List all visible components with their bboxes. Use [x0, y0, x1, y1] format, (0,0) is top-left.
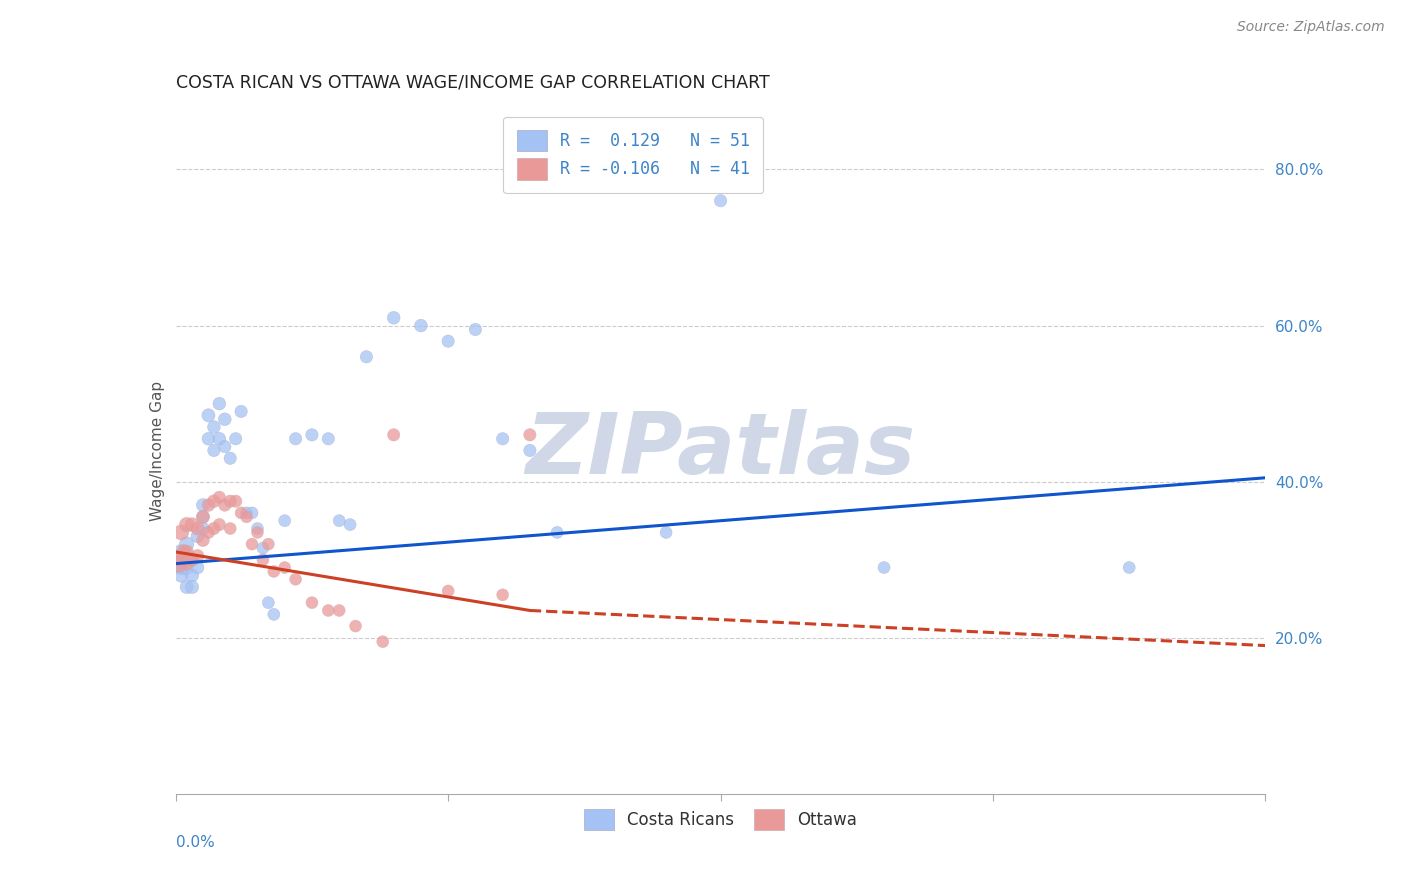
Point: [191, 498, 214, 512]
Point: [173, 545, 195, 559]
Point: [202, 443, 225, 458]
Point: [202, 494, 225, 508]
Point: [176, 537, 198, 551]
Point: [191, 509, 214, 524]
Point: [170, 552, 193, 567]
Point: [170, 568, 193, 582]
Point: [371, 634, 394, 648]
Point: [263, 607, 285, 622]
Point: [186, 549, 209, 563]
Point: [240, 537, 263, 551]
Point: [710, 194, 733, 208]
Point: [191, 509, 214, 524]
Point: [181, 552, 204, 567]
Text: Source: ZipAtlas.com: Source: ZipAtlas.com: [1237, 20, 1385, 34]
Point: [284, 432, 307, 446]
Point: [219, 494, 242, 508]
Point: [214, 498, 236, 512]
Point: [257, 537, 280, 551]
Point: [225, 494, 247, 508]
Point: [301, 427, 323, 442]
Point: [214, 440, 236, 454]
Point: [170, 525, 193, 540]
Point: [208, 517, 231, 532]
Point: [301, 596, 323, 610]
Point: [176, 545, 198, 559]
Point: [167, 557, 190, 571]
Point: [492, 432, 515, 446]
Point: [219, 521, 242, 535]
Y-axis label: Wage/Income Gap: Wage/Income Gap: [149, 380, 165, 521]
Point: [382, 427, 405, 442]
Point: [492, 588, 515, 602]
Point: [263, 565, 285, 579]
Point: [197, 525, 219, 540]
Point: [257, 596, 280, 610]
Point: [208, 490, 231, 504]
Point: [464, 322, 486, 336]
Point: [231, 506, 253, 520]
Point: [208, 396, 231, 410]
Point: [409, 318, 432, 333]
Point: [181, 580, 204, 594]
Point: [197, 409, 219, 423]
Point: [246, 525, 269, 540]
Point: [382, 310, 405, 325]
Point: [318, 432, 340, 446]
Point: [873, 560, 896, 574]
Point: [197, 498, 219, 512]
Point: [170, 545, 193, 559]
Point: [546, 525, 568, 540]
Text: ZIPatlas: ZIPatlas: [526, 409, 915, 492]
Point: [356, 350, 378, 364]
Point: [519, 427, 541, 442]
Point: [328, 603, 350, 617]
Point: [339, 517, 361, 532]
Point: [167, 557, 190, 571]
Point: [186, 560, 209, 574]
Point: [170, 560, 193, 574]
Point: [344, 619, 367, 633]
Point: [274, 560, 297, 574]
Point: [252, 541, 274, 555]
Point: [176, 580, 198, 594]
Point: [176, 560, 198, 574]
Point: [437, 583, 460, 598]
Point: [235, 509, 257, 524]
Point: [197, 432, 219, 446]
Point: [208, 432, 231, 446]
Point: [328, 514, 350, 528]
Point: [191, 533, 214, 548]
Point: [225, 432, 247, 446]
Point: [235, 506, 257, 520]
Point: [173, 552, 195, 567]
Point: [181, 552, 204, 567]
Point: [284, 572, 307, 586]
Point: [202, 420, 225, 434]
Legend: Costa Ricans, Ottawa: Costa Ricans, Ottawa: [576, 802, 865, 837]
Point: [274, 514, 297, 528]
Point: [186, 521, 209, 535]
Text: 0.0%: 0.0%: [176, 835, 215, 850]
Point: [252, 552, 274, 567]
Point: [214, 412, 236, 426]
Point: [176, 557, 198, 571]
Point: [186, 529, 209, 543]
Point: [176, 517, 198, 532]
Point: [240, 506, 263, 520]
Point: [437, 334, 460, 348]
Point: [246, 521, 269, 535]
Point: [655, 525, 678, 540]
Point: [181, 568, 204, 582]
Point: [231, 404, 253, 418]
Point: [1118, 560, 1140, 574]
Point: [191, 521, 214, 535]
Point: [519, 443, 541, 458]
Point: [219, 451, 242, 466]
Point: [181, 517, 204, 532]
Point: [318, 603, 340, 617]
Text: COSTA RICAN VS OTTAWA WAGE/INCOME GAP CORRELATION CHART: COSTA RICAN VS OTTAWA WAGE/INCOME GAP CO…: [176, 74, 769, 92]
Point: [202, 521, 225, 535]
